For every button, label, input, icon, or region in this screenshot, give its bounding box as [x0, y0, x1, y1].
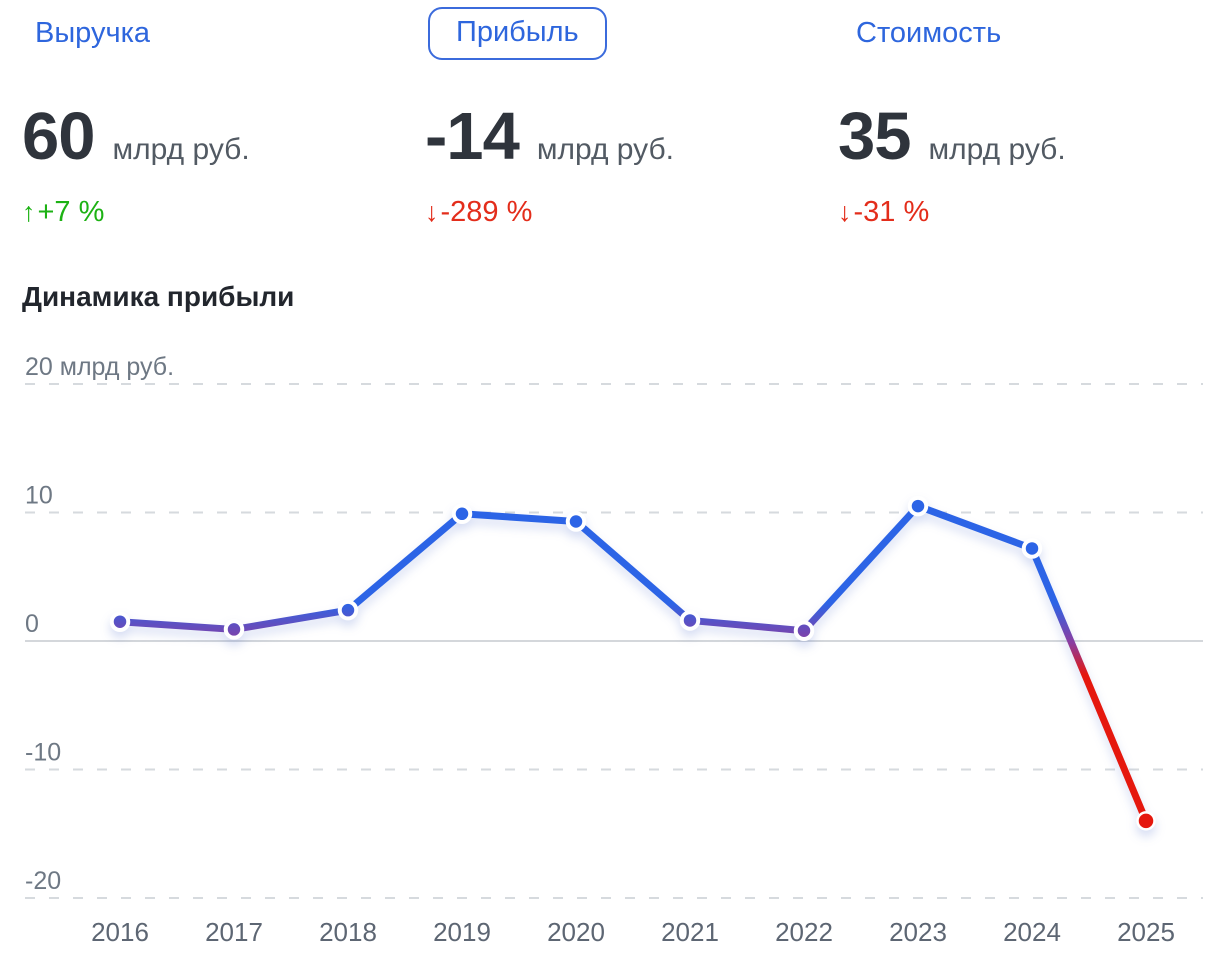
down-arrow-icon: ↓ — [838, 197, 852, 227]
down-arrow-icon: ↓ — [425, 197, 439, 227]
valuation-value: 35 — [838, 99, 912, 174]
chart-title: Динамика прибыли — [22, 281, 295, 312]
metric-revenue: Выручка 60 млрд руб. ↑ +7 % — [22, 0, 250, 229]
metric-profit: Прибыль -14 млрд руб. ↓ -289 % — [425, 0, 674, 229]
x-axis-tick-label: 2024 — [1003, 917, 1061, 947]
x-axis-tick-label: 2018 — [319, 917, 377, 947]
chart-point[interactable] — [223, 619, 245, 640]
metric-valuation: Стоимость 35 млрд руб. ↓ -31 % — [838, 0, 1066, 229]
chart-point[interactable] — [907, 495, 929, 517]
up-arrow-icon: ↑ — [22, 197, 36, 227]
profit-line-series — [109, 495, 1156, 831]
revenue-change: ↑ +7 % — [22, 196, 250, 229]
chart-point[interactable] — [793, 620, 815, 641]
revenue-change-value: +7 % — [37, 196, 105, 228]
chart-point[interactable] — [565, 511, 587, 532]
chart-point[interactable] — [451, 503, 473, 525]
y-axis-tick-label: -10 — [25, 739, 61, 767]
chart-point[interactable] — [109, 611, 131, 632]
profit-change-value: -289 % — [440, 196, 533, 228]
revenue-unit: млрд руб. — [112, 133, 250, 166]
chart-point[interactable] — [1021, 538, 1043, 559]
y-axis-tick-label: 0 — [25, 610, 39, 638]
profit-value: -14 — [425, 99, 520, 174]
chart-point[interactable] — [337, 599, 359, 621]
tab-revenue[interactable]: Выручка — [35, 16, 151, 49]
x-axis-tick-label: 2021 — [661, 917, 719, 947]
profit-dynamics-chart: 20 млрд руб. 10 0 -10 -20 2016 2017 2018 2019 202… — [0, 340, 1220, 978]
tab-profit[interactable]: Прибыль — [428, 6, 607, 60]
valuation-change-value: -31 % — [853, 196, 930, 228]
tab-valuation[interactable]: Стоимость — [856, 16, 1002, 49]
profit-unit: млрд руб. — [536, 133, 675, 166]
chart-point[interactable] — [679, 610, 701, 631]
x-axis-tick-label: 2019 — [433, 917, 491, 947]
y-axis-tick-label: -20 — [25, 867, 61, 895]
x-axis-tick-label: 2020 — [547, 917, 605, 947]
x-axis-tick-label: 2025 — [1117, 917, 1175, 947]
revenue-value: 60 — [22, 99, 96, 174]
valuation-change: ↓ -31 % — [838, 196, 1066, 229]
y-axis-tick-label: 10 — [25, 482, 53, 510]
x-axis-tick-label: 2017 — [205, 917, 263, 947]
x-axis-tick-label: 2016 — [91, 917, 149, 947]
chart-line — [116, 502, 1150, 825]
x-axis-tick-label: 2022 — [775, 917, 833, 947]
chart-canvas: 20 млрд руб. 10 0 -10 -20 2016 2017 2018 2019 202… — [25, 353, 1203, 947]
valuation-unit: млрд руб. — [928, 133, 1066, 166]
y-axis-tick-label: 20 млрд руб. — [25, 353, 174, 381]
profit-change: ↓ -289 % — [425, 196, 674, 229]
x-axis-tick-label: 2023 — [889, 917, 947, 947]
chart-point-last-red[interactable] — [1136, 811, 1156, 831]
